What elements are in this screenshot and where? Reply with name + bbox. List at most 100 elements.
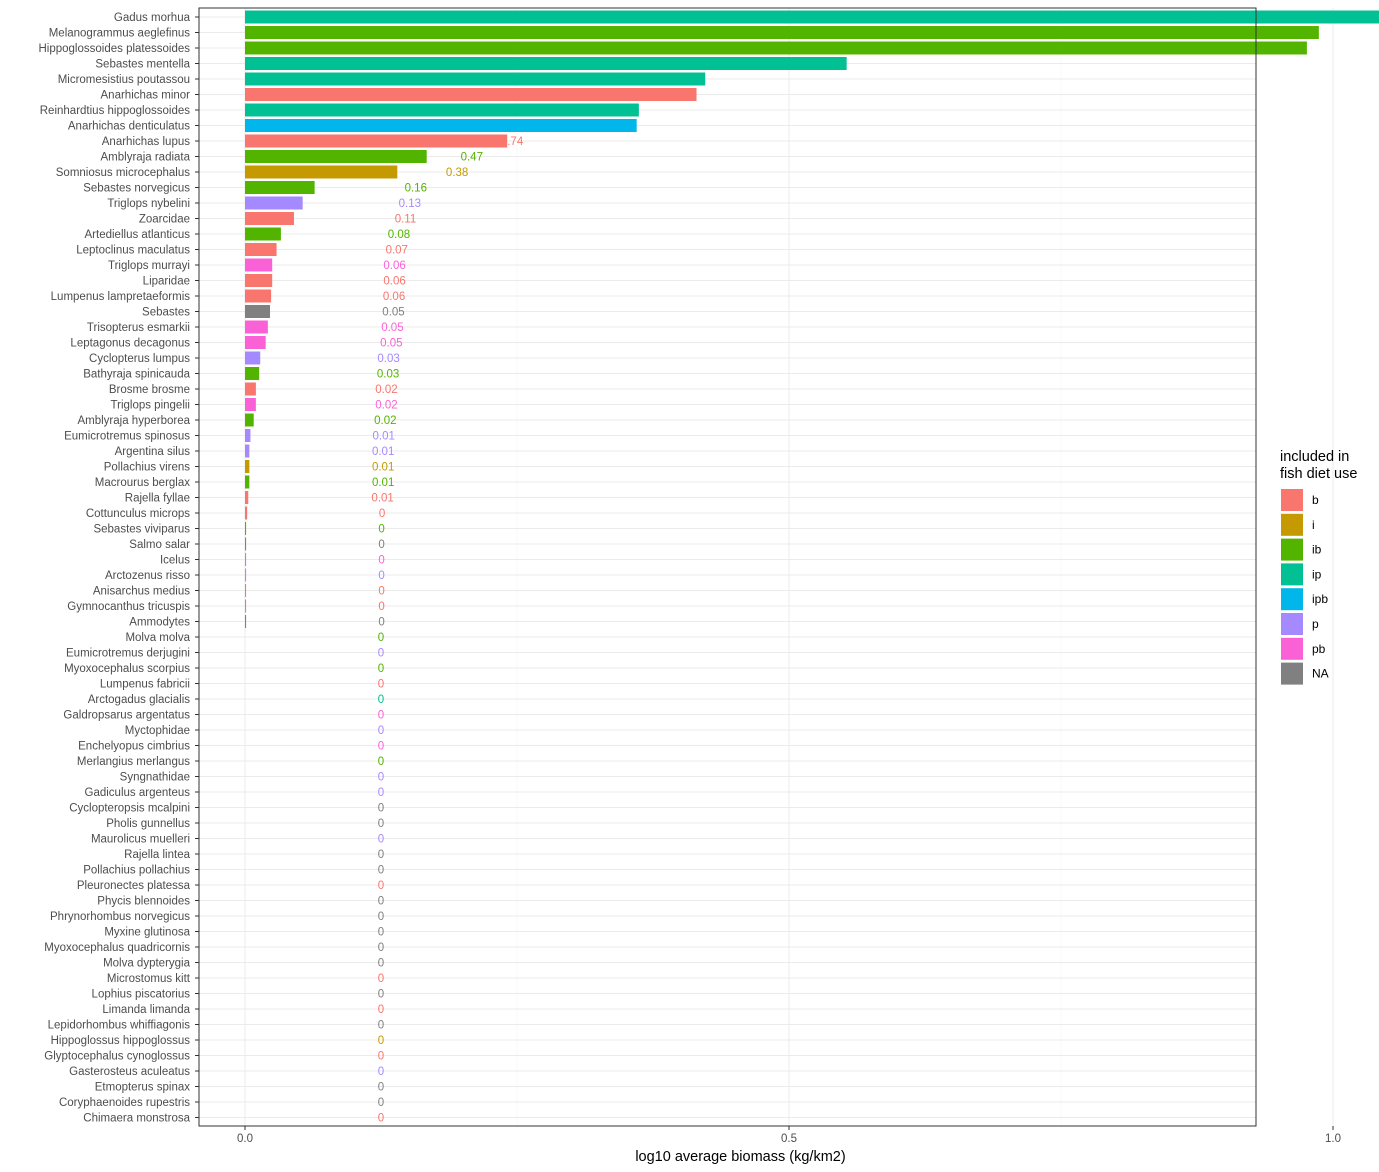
y-tick-label: Myctophidae [125,725,190,737]
bar [245,506,248,520]
value-label: 0 [378,586,384,598]
y-tick-label: Artediellus atlanticus [85,229,191,241]
panel-border [198,7,1257,1127]
y-tick-label: Myoxocephalus scorpius [64,663,190,675]
bar [245,413,254,427]
y-tick-label: Triglops murrayi [108,260,190,272]
bar [245,460,250,473]
y-tick-label: Pollachius virens [104,462,191,474]
bar [245,568,247,582]
y-tick-label: Sebastes norvegicus [83,183,190,195]
y-tick-label: Brosme brosme [109,384,190,396]
value-label: 1.29 [566,121,588,133]
y-tick-label: Sebastes mentella [95,59,190,71]
y-tick-label: Anarhichas minor [101,90,191,102]
value-label: 0 [378,1082,384,1094]
y-tick-label: Galdropsarus argentatus [63,710,190,722]
value-label: 0.11 [395,214,417,226]
y-tick-label: Anarhichas lupus [102,136,190,148]
y-tick-label: Limanda limanda [102,1004,190,1016]
bar [245,491,249,504]
value-label: 0 [378,539,384,551]
bar [245,289,272,303]
value-label: 0 [378,803,384,815]
bar [245,119,637,132]
x-axis-title: log10 average biomass (kg/km2) [635,1149,845,1165]
y-tick-label: Icelus [160,555,190,567]
y-tick-label: Syngnathidae [120,772,190,784]
value-label: 1.65 [600,74,622,86]
y-tick-label: Ammodytes [129,617,190,629]
y-tick-label: Myoxocephalus quadricornis [44,942,190,954]
value-label: 0.01 [372,477,394,489]
y-tick-label: Triglops nybelini [107,198,190,210]
legend-key-label: b [1312,493,1319,507]
y-tick-label: Leptagonus decagonus [70,338,190,350]
x-axis: 0.00.51.01.5 [237,1126,1341,1145]
y-tick-label: Rajella fyllae [125,493,190,505]
value-label: 0.08 [388,229,410,241]
value-label: 0 [378,1051,384,1063]
y-tick-label: Phycis blennoides [97,896,190,908]
value-label: 0.07 [386,245,408,257]
bar [245,41,1307,55]
legend-key-label: i [1312,518,1315,532]
bar [245,150,427,163]
bar [245,584,247,597]
y-tick-label: Hippoglossus hippoglossus [51,1035,191,1047]
bar [245,196,303,210]
legend-title: included in [1280,449,1349,465]
y-tick-label: Hippoglossoides platessoides [38,43,190,55]
y-tick-label: Gadus morhua [114,12,191,24]
value-label: 1.6 [599,90,615,102]
value-label: 0 [378,1004,384,1016]
value-label: 0 [378,756,384,768]
y-tick-label: Eumicrotremus derjugini [66,648,190,660]
bar [245,305,271,318]
value-label: 0 [378,834,384,846]
bar [245,320,268,334]
y-tick-label: Cyclopteropsis mcalpini [69,803,190,815]
bar [245,274,273,287]
value-label: 0 [378,632,384,644]
value-label: 0 [378,663,384,675]
bar [245,181,315,194]
y-tick-label: Trisopterus esmarkii [87,322,190,334]
value-label: 0 [378,725,384,737]
value-label: 0.01 [373,431,395,443]
legend-key-label: pb [1312,642,1326,656]
value-label: 0 [378,694,384,706]
y-tick-label: Merlangius merlangus [77,756,190,768]
y-tick-label: Pollachius pollachius [83,865,190,877]
value-label: 0.06 [383,291,405,303]
value-label: 0 [378,927,384,939]
bar [245,212,294,225]
legend-key-swatch [1281,613,1303,635]
value-label: 0 [378,818,384,830]
y-tick-label: Microstomus kitt [107,973,191,985]
bar [245,537,247,551]
y-tick-label: Arctozenus risso [105,570,190,582]
bar [245,351,261,365]
y-tick-label: Maurolicus muelleri [91,834,190,846]
value-label: 0 [378,1020,384,1032]
y-tick-label: Coryphaenoides rupestris [59,1097,190,1109]
bar [245,227,281,241]
value-label: 32.16 [1194,12,1223,24]
legend-key-swatch [1281,588,1303,611]
y-tick-label: Micromesistius poutassou [58,74,190,86]
value-label: 0.47 [461,152,483,164]
bar [245,599,247,613]
legend-key-label: ib [1312,543,1322,557]
bar [245,429,251,442]
y-tick-label: Glyptocephalus cynoglossus [44,1051,190,1063]
value-label: 0.02 [375,384,397,396]
value-label: 0 [379,508,385,520]
bar [245,26,1319,39]
x-tick-label: 0.5 [781,1133,797,1145]
bar [245,444,250,458]
legend-key-swatch [1281,489,1303,511]
value-label: 8.46 [900,43,922,55]
